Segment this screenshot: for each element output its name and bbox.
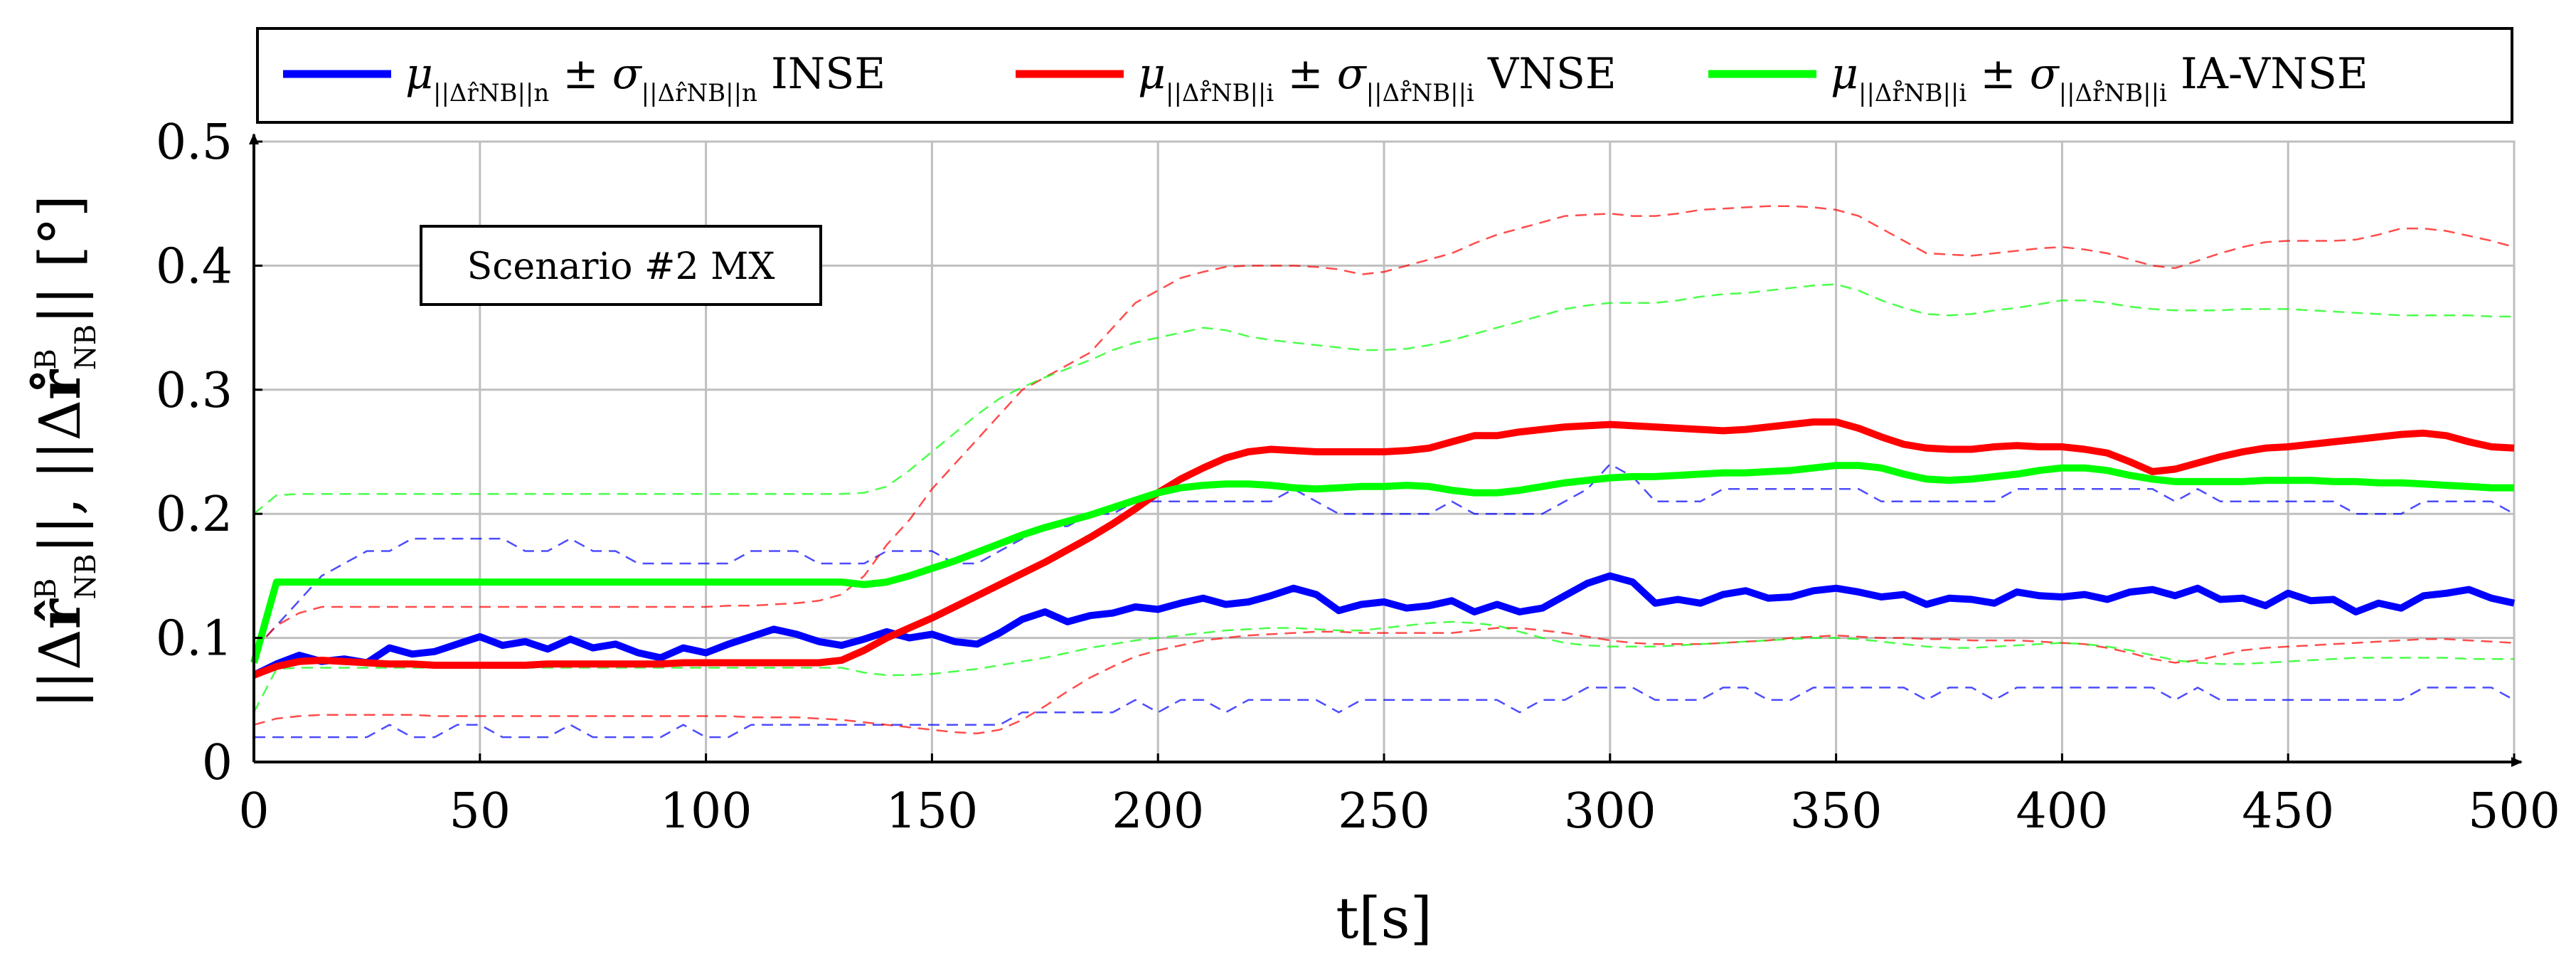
x-tick-label-350: 350: [1790, 783, 1883, 840]
ia-vnse-upper-sigma-line: [253, 283, 2514, 515]
legend-pm-ia-vnse: ±: [1980, 49, 2016, 99]
y-title-sup: B: [30, 578, 63, 599]
y-title-bars-close: ||: [27, 515, 93, 554]
legend-entry-inse: μ||Δr̂NB||n ± σ||Δr̂NB||n INSE: [283, 49, 885, 107]
y-tick-label-3: 0.3: [156, 363, 233, 419]
y-title-unit: [°]: [27, 195, 93, 268]
inse-upper-sigma-line: [253, 462, 2515, 651]
mean-lines: [250, 418, 2516, 679]
y-title-bars-open: ||: [27, 670, 93, 709]
legend-sigma-sub-vnse: ||Δr̊NB||i: [1366, 79, 1474, 107]
legend-mu-inse: μ: [405, 49, 433, 99]
inse-lower-sigma-line: [254, 686, 2515, 739]
y-title-delta-2: Δ: [27, 400, 93, 441]
legend-sigma-sub-inse: ||Δr̂NB||n: [642, 79, 757, 107]
x-axis-title: t[s]: [1336, 885, 1432, 951]
x-tick-label-150: 150: [886, 783, 979, 840]
legend-pm-vnse: ±: [1287, 49, 1323, 99]
svg-text:||Δr̂BNB||, ||Δr̊BNB|| [°]: ||Δr̂B NB||, ||Δr̊B NB|| [°]: [26, 195, 102, 709]
x-tick-label-400: 400: [2016, 783, 2109, 840]
y-title-sub-2: NB: [70, 324, 102, 370]
legend-mu-vnse: μ: [1138, 49, 1166, 99]
legend-mu-sub-inse: ||Δr̂NB||n: [433, 79, 549, 107]
annotation-text: Scenario #2 MX: [467, 245, 775, 288]
x-tick-label-300: 300: [1564, 783, 1656, 840]
y-title-r-hat: r̂: [26, 598, 93, 629]
x-tick-label-100: 100: [660, 783, 752, 840]
vnse-upper-sigma-line: [253, 205, 2515, 651]
svg-text:μ||Δr̊NB||i ± σ||Δr̊NB||i IA-V: μ||Δr̊NB||i ± σ||Δr̊NB||i IA-VNSE: [1831, 49, 2368, 107]
annotation-box: [420, 225, 822, 306]
y-tick-label-0: 0: [202, 735, 233, 791]
legend-label-inse: INSE: [771, 49, 885, 99]
y-title-r-ring: r̊: [26, 369, 93, 400]
y-title-sup-2: B: [30, 349, 63, 369]
sigma-bands: [252, 205, 2515, 739]
x-tick-label-500: 500: [2468, 783, 2560, 840]
ia-vnse-mean-line: [250, 462, 2514, 664]
y-tick-label-1: 0.1: [156, 611, 233, 667]
legend-sigma-vnse: σ: [1337, 49, 1368, 99]
svg-text:μ||Δr̊NB||i ± σ||Δr̊NB||i VNSE: μ||Δr̊NB||i ± σ||Δr̊NB||i VNSE: [1138, 49, 1617, 107]
legend-mu-sub-vnse: ||Δr̊NB||i: [1166, 79, 1274, 107]
scenario-annotation: Scenario #2 MX: [420, 225, 822, 306]
legend-sigma-sub-ia-vnse: ||Δr̊NB||i: [2059, 79, 2167, 107]
y-tick-label-2: 0.2: [156, 487, 233, 543]
x-tick-label-0: 0: [238, 783, 269, 840]
y-tick-label-5: 0.5: [156, 115, 233, 171]
inse-mean-line: [252, 572, 2516, 679]
legend-entry-vnse: μ||Δr̊NB||i ± σ||Δr̊NB||i VNSE: [1016, 49, 1617, 107]
svg-text:μ||Δr̂NB||n ± σ||Δr̂NB||n INSE: μ||Δr̂NB||n ± σ||Δr̂NB||n INSE: [405, 49, 885, 107]
legend-mu-sub-ia-vnse: ||Δr̊NB||i: [1858, 79, 1966, 107]
y-title-bars-open-2: ||: [27, 441, 93, 480]
y-title-sub: NB: [70, 554, 102, 599]
legend-sigma-inse: σ: [612, 49, 643, 99]
legend-label-vnse: VNSE: [1487, 49, 1617, 99]
x-tick-label-200: 200: [1112, 783, 1204, 840]
y-tick-label-4: 0.4: [156, 238, 233, 295]
x-tick-label-450: 450: [2242, 783, 2334, 840]
legend-box: [256, 27, 2513, 124]
legend-entry-ia-vnse: μ||Δr̊NB||i ± σ||Δr̊NB||i IA-VNSE: [1708, 49, 2368, 107]
y-axis-title: ||Δr̂B NB||, ||Δr̊B NB|| [°]: [26, 195, 102, 709]
vnse-lower-sigma-line: [253, 627, 2515, 735]
legend: μ||Δr̂NB||n ± σ||Δr̂NB||n INSE μ||Δr̊NB|…: [256, 27, 2513, 124]
y-title-delta: Δ: [27, 629, 93, 670]
legend-mu-ia-vnse: μ: [1831, 49, 1858, 99]
legend-pm-inse: ±: [563, 49, 598, 99]
legend-label-ia-vnse: IA-VNSE: [2181, 49, 2368, 99]
vnse-mean-line: [252, 418, 2515, 679]
y-title-separator: ,: [27, 497, 93, 515]
legend-sigma-ia-vnse: σ: [2030, 49, 2060, 99]
x-tick-label-50: 50: [449, 783, 511, 840]
ticks: 0 50 100 150 200 250 300 350 400 450 500 0 0.1 0.2 0.3…: [156, 115, 2560, 840]
y-title-bars-close-2: ||: [27, 286, 93, 324]
x-tick-label-250: 250: [1338, 783, 1430, 840]
